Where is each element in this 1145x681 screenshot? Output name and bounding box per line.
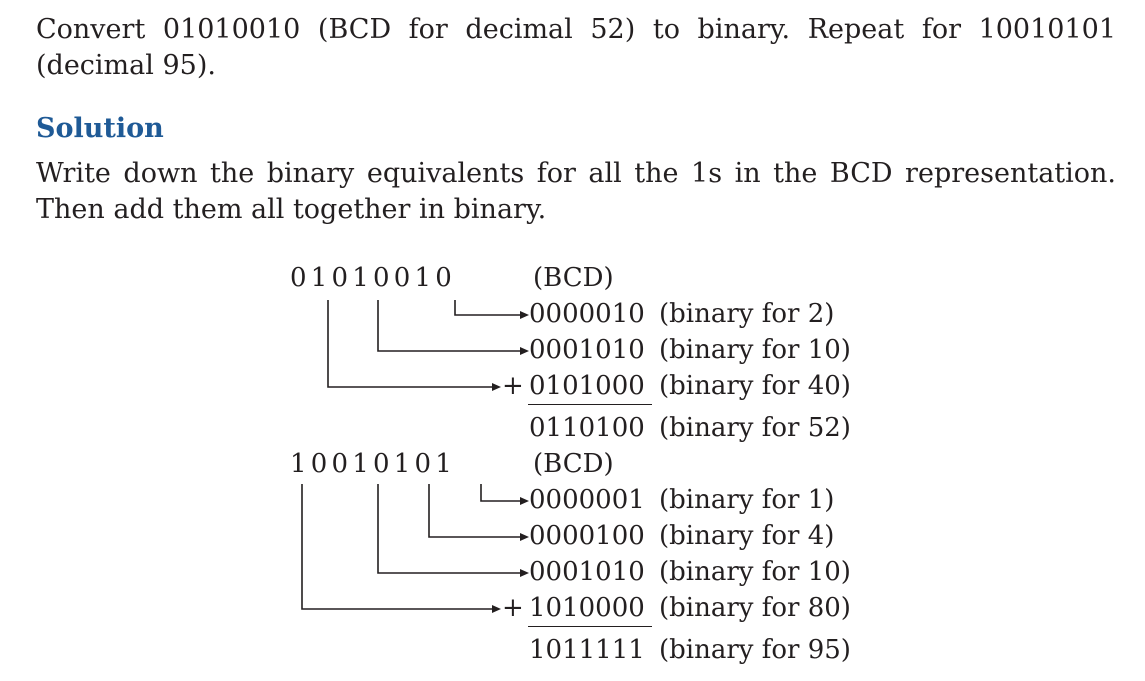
result-label: (binary for 52) (659, 413, 851, 443)
arrow-head (520, 347, 529, 355)
partial-label: (binary for 4) (659, 521, 835, 551)
sum-rule (528, 626, 652, 627)
arrow-head (520, 497, 529, 505)
bcd-digits: 01010010 (290, 263, 456, 293)
result-row: 1011111 (binary for 95) (529, 634, 851, 666)
partial-row: 0101000 (binary for 40) (529, 370, 851, 402)
partial-label: (binary for 10) (659, 335, 851, 365)
arrow-head (520, 569, 529, 577)
result-row: 0110100 (binary for 52) (529, 412, 851, 444)
partial-label: (binary for 2) (659, 299, 835, 329)
partial-bits: 0001010 (529, 557, 645, 587)
partial-bits: 0001010 (529, 335, 645, 365)
result-label: (binary for 95) (659, 635, 851, 665)
arrow-head (520, 311, 529, 319)
plus-sign: + (502, 371, 524, 401)
partial-row: 0000001 (binary for 1) (529, 484, 834, 516)
solution-explanation: Write down the binary equivalents for al… (36, 158, 1116, 225)
partial-row: 1010000 (binary for 80) (529, 592, 851, 624)
partial-label: (binary for 10) (659, 557, 851, 587)
connector-line (480, 484, 522, 502)
connector-line (377, 300, 522, 352)
connector-line (301, 484, 494, 610)
arrow-head (492, 605, 501, 613)
result-bits: 0110100 (529, 413, 645, 443)
solution-heading: Solution (36, 113, 164, 144)
problem-statement: Convert 01010010 (BCD for decimal 52) to… (36, 14, 1116, 81)
connector-line (327, 300, 494, 388)
partial-bits: 0000010 (529, 299, 645, 329)
connector-line (428, 484, 522, 538)
result-bits: 1011111 (529, 635, 645, 665)
partial-bits: 1010000 (529, 593, 645, 623)
partial-row: 0001010 (binary for 10) (529, 556, 851, 588)
arrow-head (520, 533, 529, 541)
partial-label: (binary for 1) (659, 485, 835, 515)
arrow-head (492, 383, 501, 391)
connector-line (454, 300, 522, 316)
partial-bits: 0000100 (529, 521, 645, 551)
partial-row: 0000100 (binary for 4) (529, 520, 834, 552)
sum-rule (528, 404, 652, 405)
bcd-label: (BCD) (533, 263, 614, 293)
partial-row: 0000010 (binary for 2) (529, 298, 834, 330)
connector-line (377, 484, 522, 574)
partial-label: (binary for 80) (659, 593, 851, 623)
plus-sign: + (502, 593, 524, 623)
partial-bits: 0101000 (529, 371, 645, 401)
partial-row: 0001010 (binary for 10) (529, 334, 851, 366)
partial-bits: 0000001 (529, 485, 645, 515)
bcd-label: (BCD) (533, 449, 614, 479)
bcd-digits: 10010101 (290, 449, 456, 479)
partial-label: (binary for 40) (659, 371, 851, 401)
